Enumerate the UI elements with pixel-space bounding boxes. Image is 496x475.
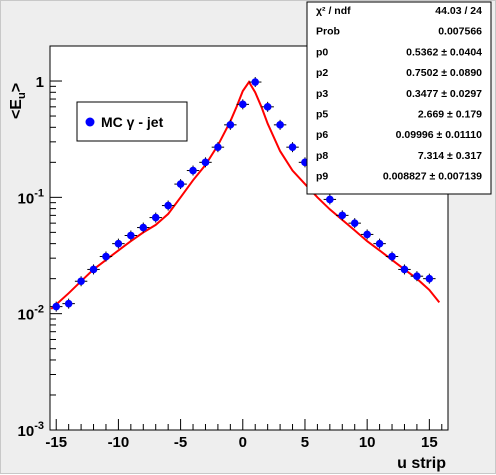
data-point [189, 166, 197, 175]
x-tick-label: -15 [45, 434, 67, 451]
stats-box-frame [306, 1, 492, 195]
x-tick-label: 0 [239, 434, 247, 451]
stats-row-value: 0.007566 [438, 26, 482, 38]
stats-box: χ² / ndf 44.03 / 24 Prob 0.007566 p0 0.5362 ±… [306, 1, 492, 195]
fit-line [50, 80, 441, 310]
y-tick-label: 10-1 [18, 187, 44, 207]
stats-row-name: Prob [316, 26, 340, 38]
data-point [326, 195, 334, 204]
stats-row-value: 44.03 / 24 [435, 5, 482, 17]
data-point [151, 213, 160, 222]
data-point [114, 239, 123, 248]
data-point [338, 211, 347, 220]
y-axis-title: <Eu> [8, 83, 28, 119]
legend-label: MC γ - jet [101, 114, 164, 130]
data-point [413, 272, 421, 280]
data-point [139, 223, 148, 232]
legend-box [76, 101, 188, 142]
stats-row-value: 0.3477 ± 0.0297 [406, 88, 482, 100]
data-point [176, 180, 185, 188]
data-point [288, 143, 297, 151]
data-point [102, 252, 110, 261]
x-tick-label: -10 [108, 434, 130, 451]
data-point [64, 299, 73, 308]
x-tick-label: 15 [421, 434, 438, 451]
stats-row-name: p2 [316, 67, 328, 79]
data-point [164, 201, 172, 210]
stats-row-value: 7.314 ± 0.317 [418, 150, 482, 162]
data-point [52, 302, 61, 311]
data-point [388, 252, 396, 261]
axis-ticks [50, 45, 443, 431]
x-tick-label: 5 [301, 434, 309, 451]
stats-row-name: p8 [316, 150, 328, 162]
data-point [201, 158, 210, 167]
data-point [425, 274, 434, 283]
stats-row-name: p6 [316, 129, 328, 141]
stats-row-value: 0.5362 ± 0.0404 [406, 46, 482, 58]
legend: MC γ - jet [76, 101, 188, 142]
stats-row-value: 0.09996 ± 0.01110 [396, 129, 483, 141]
y-tick-label: 1 [36, 74, 44, 91]
stats-row-value: 0.008827 ± 0.007139 [383, 171, 482, 183]
x-tick-labels: -15 -10 -5 0 5 10 15 [45, 434, 437, 451]
data-point [226, 121, 235, 129]
data-point [375, 239, 384, 248]
stats-row-name: p3 [316, 88, 328, 100]
y-tick-label: 10-3 [18, 420, 44, 440]
legend-marker [85, 117, 95, 127]
data-point [363, 230, 371, 239]
stats-row-name: p9 [316, 171, 328, 183]
y-tick-labels: 10-3 10-2 10-1 1 [18, 74, 44, 440]
stats-row-name: p5 [316, 109, 328, 121]
data-point [350, 219, 359, 227]
data-point [251, 78, 260, 86]
stats-row-value: 2.669 ± 0.179 [418, 109, 482, 121]
x-axis-title: u strip [397, 455, 446, 472]
stats-row-name: χ² / ndf [316, 5, 351, 17]
data-point [89, 265, 98, 274]
data-point [238, 100, 247, 109]
y-tick-label: 10-2 [18, 304, 44, 324]
data-point [214, 143, 222, 151]
x-tick-label: 10 [359, 434, 376, 451]
x-tick-label: -5 [174, 434, 187, 451]
data-point [400, 265, 409, 274]
stats-row-value: 0.7502 ± 0.0890 [406, 67, 482, 79]
data-point [263, 103, 272, 111]
fit-curve [50, 80, 441, 310]
stats-row-name: p0 [316, 46, 328, 58]
data-point [276, 121, 284, 129]
data-point [127, 231, 135, 240]
svg-text:<Eu>: <Eu> [8, 83, 28, 119]
data-points [50, 77, 436, 312]
data-point [77, 277, 85, 286]
